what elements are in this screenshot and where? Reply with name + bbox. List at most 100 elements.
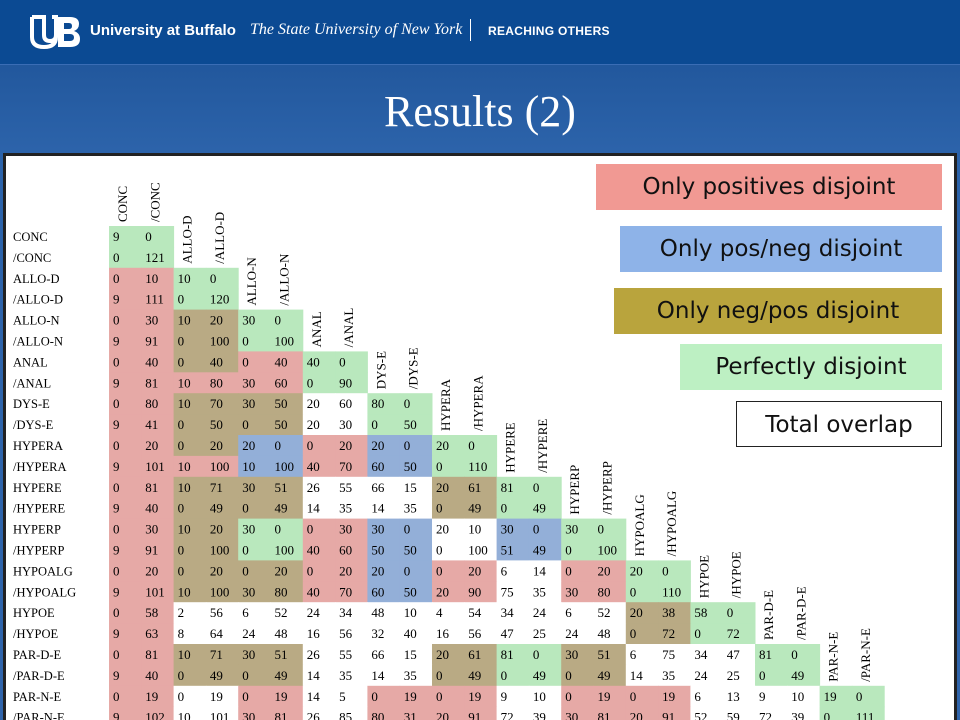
matrix-cell-bg <box>238 330 271 352</box>
matrix-cell-bg <box>593 644 627 666</box>
matrix-cell-value: 81 <box>275 710 288 720</box>
matrix-cell-bg <box>367 644 401 666</box>
results-table-image: CONC/CONC ALLO-D/ALLO-D ALLO-N/ALLO-N ANAL /… <box>3 153 957 720</box>
matrix-cell-bg <box>238 560 271 582</box>
matrix-cell-value: 10 <box>178 710 191 720</box>
matrix-cell-value: 110 <box>662 584 681 599</box>
matrix-cell-value: 80 <box>210 375 223 390</box>
matrix-cell-bg <box>205 393 239 415</box>
matrix-cell-value: 40 <box>145 501 158 516</box>
matrix-cell-value: 25 <box>727 668 740 683</box>
matrix-cell-value: 32 <box>371 626 384 641</box>
matrix-cell-bg <box>625 560 659 582</box>
matrix-cell-bg <box>335 372 368 394</box>
matrix-cell-value: 121 <box>145 250 165 265</box>
matrix-cell-value: 66 <box>371 647 385 662</box>
matrix-cell-bg <box>270 664 304 687</box>
matrix-cell-value: 6 <box>694 689 701 704</box>
matrix-cell-value: 100 <box>210 584 230 599</box>
matrix-cell-value: 51 <box>275 647 288 662</box>
matrix-cell-bg <box>528 476 562 499</box>
matrix-cell-value: 0 <box>113 354 120 369</box>
suny-name: The State University of New York <box>250 21 463 38</box>
matrix-cell-bg <box>851 706 885 720</box>
matrix-cell-value: 20 <box>630 605 643 620</box>
matrix-cell-bg <box>528 644 562 666</box>
matrix-cell-bg <box>141 581 175 603</box>
matrix-cell-bg <box>141 644 175 666</box>
matrix-cell-value: 49 <box>275 501 288 516</box>
matrix-cell-value: 90 <box>468 584 481 599</box>
matrix-cell-bg <box>528 706 562 720</box>
matrix-cell-value: 50 <box>275 396 288 411</box>
matrix-cell-bg <box>432 497 465 520</box>
matrix-cell-value: 30 <box>565 522 578 537</box>
matrix-cell-value: 0 <box>242 501 249 516</box>
matrix-cell-value: 100 <box>598 543 618 558</box>
matrix-cell-bg <box>173 330 207 352</box>
matrix-cell-bg <box>109 288 142 311</box>
matrix-cell-value: 71 <box>210 480 223 495</box>
matrix-cell-value: 0 <box>113 563 120 578</box>
matrix-cell-value: 0 <box>533 480 540 495</box>
matrix-cell-value: 35 <box>339 501 352 516</box>
column-header: /ANAL <box>341 308 356 348</box>
matrix-cell-value: 9 <box>113 710 120 720</box>
matrix-cell-bg <box>270 309 304 331</box>
matrix-cell-bg <box>302 560 336 582</box>
matrix-cell-bg <box>141 226 175 248</box>
matrix-cell-bg <box>399 581 433 603</box>
matrix-cell-value: 24 <box>242 626 256 641</box>
row-label: /CONC <box>13 251 51 265</box>
matrix-cell-bg <box>464 497 498 520</box>
matrix-cell-bg <box>302 518 336 540</box>
matrix-cell-value: 14 <box>630 668 644 683</box>
matrix-cell-value: 0 <box>242 668 249 683</box>
matrix-cell-value: 80 <box>371 710 384 720</box>
matrix-cell-value: 6 <box>501 563 508 578</box>
matrix-cell-bg <box>141 602 175 624</box>
matrix-cell-value: 60 <box>371 584 384 599</box>
matrix-cell-value: 19 <box>275 689 288 704</box>
matrix-cell-value: 9 <box>113 584 120 599</box>
matrix-cell-value: 56 <box>468 626 482 641</box>
matrix-cell-bg <box>270 414 304 436</box>
matrix-cell-value: 0 <box>824 710 831 720</box>
column-header: /DYS-E <box>406 347 421 389</box>
matrix-cell-value: 20 <box>275 563 288 578</box>
matrix-cell-bg <box>173 267 207 290</box>
matrix-cell-value: 10 <box>242 459 255 474</box>
matrix-cell-bg <box>658 664 691 687</box>
matrix-cell-bg <box>109 581 142 603</box>
matrix-cell-value: 91 <box>145 543 158 558</box>
matrix-cell-bg <box>690 664 724 687</box>
matrix-cell-value: 10 <box>145 271 158 286</box>
matrix-cell-bg <box>335 497 368 520</box>
matrix-cell-bg <box>755 644 788 666</box>
matrix-cell-bg <box>302 706 336 720</box>
matrix-cell-bg <box>238 393 271 415</box>
matrix-cell-bg <box>496 560 530 582</box>
matrix-cell-bg <box>270 623 304 645</box>
matrix-cell-value: 75 <box>501 584 514 599</box>
matrix-cell-value: 0 <box>178 292 185 307</box>
matrix-cell-bg <box>205 267 239 290</box>
matrix-cell-bg <box>496 581 530 603</box>
matrix-cell-value: 20 <box>339 438 352 453</box>
matrix-cell-value: 81 <box>759 647 772 662</box>
matrix-cell-bg <box>141 435 175 457</box>
matrix-cell-value: 19 <box>210 689 223 704</box>
matrix-cell-value: 50 <box>210 417 223 432</box>
matrix-cell-bg <box>561 539 594 561</box>
matrix-cell-value: 81 <box>145 647 158 662</box>
matrix-cell-value: 24 <box>307 605 321 620</box>
matrix-cell-value: 9 <box>113 668 120 683</box>
matrix-cell-value: 48 <box>275 626 288 641</box>
matrix-cell-bg <box>658 602 691 624</box>
matrix-cell-value: 60 <box>339 543 352 558</box>
matrix-cell-value: 10 <box>178 522 191 537</box>
matrix-cell-value: 40 <box>307 459 320 474</box>
matrix-cell-value: 9 <box>113 626 120 641</box>
matrix-cell-bg <box>238 581 271 603</box>
row-label: /DYS-E <box>13 418 54 432</box>
